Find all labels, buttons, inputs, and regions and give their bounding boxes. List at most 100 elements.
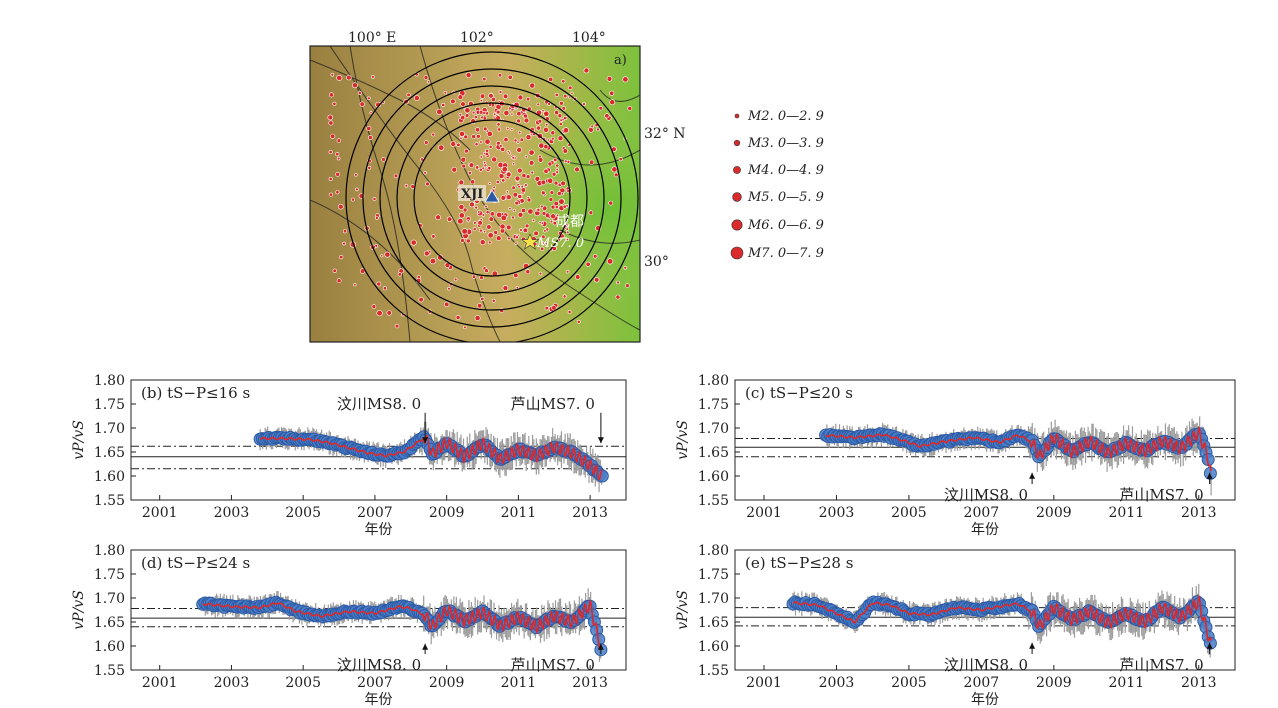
earthquake-dot xyxy=(431,132,436,137)
earthquake-dot xyxy=(381,157,386,162)
event-arrow-head xyxy=(1206,642,1213,649)
earthquake-dot xyxy=(458,112,462,117)
earthquake-dot xyxy=(502,93,509,100)
event-arrow-head xyxy=(597,437,604,444)
earthquake-dot xyxy=(423,75,429,80)
earthquake-dot xyxy=(503,137,509,143)
earthquake-dot xyxy=(543,168,549,174)
earthquake-dot xyxy=(475,110,481,115)
earthquake-dot xyxy=(583,67,590,74)
earthquake-dot xyxy=(520,187,527,193)
earthquake-dot xyxy=(525,269,531,275)
earthquake-dot xyxy=(500,146,506,152)
earthquake-dot xyxy=(557,113,563,118)
earthquake-dot xyxy=(487,166,492,171)
earthquake-dot xyxy=(335,190,340,195)
station-label: XJI xyxy=(461,187,483,202)
earthquake-dot xyxy=(615,294,621,300)
earthquake-dot xyxy=(598,105,603,111)
y-tick-label: 1.75 xyxy=(698,567,729,583)
earthquake-dot xyxy=(588,159,595,165)
earthquake-dot xyxy=(512,192,518,198)
event-arrow-head xyxy=(422,437,429,444)
x-tick-label: 2005 xyxy=(891,675,927,691)
earthquake-dot xyxy=(491,298,496,303)
epicenter-star-icon xyxy=(520,233,540,250)
earthquake-dot xyxy=(461,163,466,169)
earthquake-dot xyxy=(517,212,524,218)
event-arrow-head xyxy=(1029,472,1036,479)
x-tick-label: 2001 xyxy=(142,505,178,521)
x-tick-label: 2005 xyxy=(891,505,927,521)
earthquake-dot xyxy=(548,197,554,202)
earthquake-dot xyxy=(561,106,566,111)
earthquake-dot xyxy=(500,214,507,221)
earthquake-dot xyxy=(367,135,373,140)
earthquake-dot xyxy=(366,96,371,101)
earthquake-dot xyxy=(438,144,445,151)
earthquake-dot xyxy=(541,109,545,113)
earthquake-dot xyxy=(459,136,463,140)
earthquake-dot xyxy=(531,218,536,222)
magnitude-legend: M2. 0—2. 9 M3. 0—3. 9 M4. 0—4. 9 M5. 0—5… xyxy=(730,109,824,261)
earthquake-dot xyxy=(496,211,503,218)
x-axis-label: 年份 xyxy=(971,522,999,538)
y-tick-label: 1.80 xyxy=(698,543,729,559)
earthquake-dot xyxy=(554,110,559,115)
earthquake-dot xyxy=(505,171,512,178)
earthquake-dot xyxy=(357,91,362,96)
earthquake-dot xyxy=(484,204,488,209)
earthquake-dot xyxy=(565,237,570,242)
earthquake-dot xyxy=(555,163,560,168)
earthquake-dot xyxy=(590,124,594,129)
y-tick-label: 1.70 xyxy=(698,591,729,607)
earthquake-dot xyxy=(488,216,494,222)
earthquake-dot xyxy=(483,126,488,132)
earthquake-dot xyxy=(568,95,572,99)
earthquake-dot xyxy=(512,208,516,213)
chart-c: 1.80 1.75 1.70 1.65 1.60 1.55 2001 2003 2005 2007… xyxy=(675,373,1236,538)
y-tick-label: 1.65 xyxy=(94,615,125,631)
earthquake-dot xyxy=(453,277,458,282)
earthquake-dot xyxy=(336,156,341,161)
x-tick-label: 2013 xyxy=(572,675,608,691)
y-tick-label: 1.55 xyxy=(698,493,729,509)
earthquake-dot xyxy=(604,113,610,119)
earthquake-dot xyxy=(588,210,594,215)
earthquake-dot xyxy=(425,181,430,187)
smoothed-line xyxy=(792,594,1212,643)
earthquake-dot xyxy=(464,113,470,118)
earthquake-dot xyxy=(372,197,377,201)
earthquake-dot xyxy=(608,200,614,206)
earthquake-dot xyxy=(464,107,471,114)
earthquake-dot xyxy=(516,147,523,153)
earthquake-dot xyxy=(376,281,382,287)
y-tick-label: 1.70 xyxy=(94,591,125,607)
earthquake-dot xyxy=(497,73,503,78)
lat-label-32: 32° N xyxy=(644,126,686,142)
earthquake-dot xyxy=(431,234,436,239)
earthquake-dot xyxy=(490,96,496,102)
earthquake-dot xyxy=(441,103,446,108)
earthquake-dot xyxy=(444,301,450,308)
earthquake-dot xyxy=(540,241,545,246)
earthquake-dot xyxy=(435,214,441,221)
earthquake-dot xyxy=(570,91,574,95)
earthquake-dot xyxy=(553,157,558,162)
earthquake-dot xyxy=(352,82,358,89)
earthquake-dot xyxy=(489,211,495,217)
map-panel-label: a) xyxy=(614,53,627,68)
y-tick-label: 1.60 xyxy=(698,639,729,655)
y-tick-label: 1.75 xyxy=(94,567,125,583)
earthquake-dot xyxy=(478,228,483,233)
x-axis-label: 年份 xyxy=(365,522,393,538)
x-tick-label: 2013 xyxy=(1181,675,1217,691)
earthquake-dot xyxy=(472,227,477,231)
earthquake-dot xyxy=(510,112,514,116)
epicenter-label: MS7. 0 xyxy=(536,236,584,251)
legend-label-m5: M5. 0—5. 9 xyxy=(747,190,824,205)
earthquake-dot xyxy=(423,171,427,175)
earthquake-dot xyxy=(477,210,481,214)
event-arrow-head xyxy=(597,643,604,650)
earthquake-dot xyxy=(548,76,554,82)
